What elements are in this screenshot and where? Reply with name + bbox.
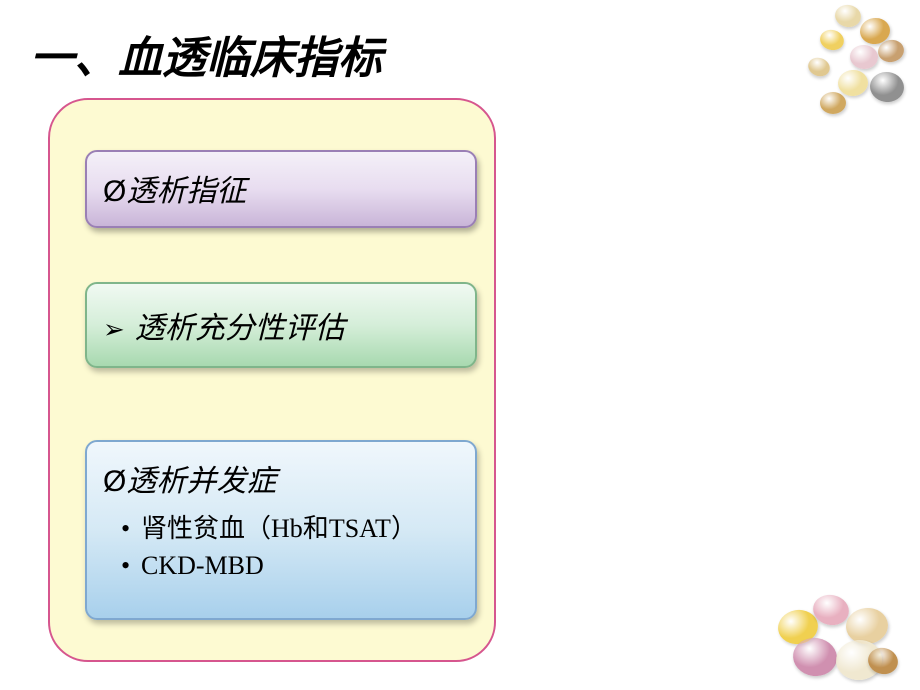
- egg-icon: [806, 55, 833, 79]
- box3-text: 透析并发症: [126, 465, 276, 498]
- box3-content: Ø透析并发症: [103, 465, 276, 498]
- egg-icon: [818, 27, 846, 53]
- egg-icon: [820, 92, 846, 114]
- decoration-eggs-bottom: [758, 580, 908, 690]
- egg-icon: [849, 44, 879, 70]
- page-title: 一、血透临床指标: [30, 22, 382, 86]
- egg-icon: [833, 3, 862, 29]
- box2-content: ➢ 透析充分性评估: [103, 303, 345, 347]
- box1-text: 透析指征: [126, 175, 246, 208]
- decoration-eggs-top: [760, 0, 920, 130]
- egg-icon: [868, 70, 906, 104]
- main-container: Ø透析指征 ➢透析充分性评估 Ø透析并发症 •肾性贫血（Hb和TSAT） •CK…: [48, 98, 496, 662]
- list-item: •肾性贫血（Hb和TSAT）: [121, 508, 459, 545]
- complication-list: •肾性贫血（Hb和TSAT） •CKD-MBD: [121, 508, 459, 581]
- box-complications: Ø透析并发症 •肾性贫血（Hb和TSAT） •CKD-MBD: [85, 440, 477, 620]
- egg-icon: [837, 69, 869, 98]
- list-item: •CKD-MBD: [121, 551, 459, 581]
- box2-text: 透析充分性评估: [135, 312, 345, 345]
- box-dialysis-indication: Ø透析指征: [85, 150, 477, 228]
- arrow-icon: ➢: [103, 314, 125, 344]
- bullet-icon: Ø: [103, 465, 126, 498]
- box-adequacy-assessment: ➢ 透析充分性评估: [85, 282, 477, 368]
- bullet-icon: Ø: [103, 175, 126, 208]
- box1-content: Ø透析指征: [103, 175, 246, 208]
